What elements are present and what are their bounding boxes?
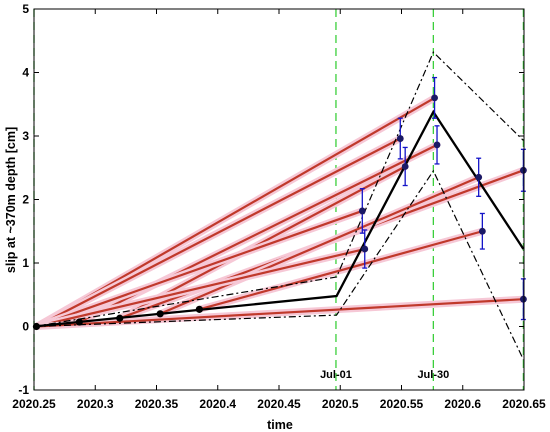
y-tick-label-3: 2 — [22, 193, 29, 207]
observation-point — [475, 173, 483, 181]
x-tick-label-5: 2020.5 — [322, 397, 359, 411]
x-tick-label-6: 2020.55 — [380, 397, 424, 411]
observation-0 — [358, 188, 366, 234]
fit-line-7 — [195, 227, 486, 313]
y-tick-label-1: 0 — [22, 320, 29, 334]
fit-line-stroke — [36, 209, 363, 328]
fit-line-stroke — [199, 230, 483, 311]
fit-line-stroke — [36, 247, 366, 328]
observation-point — [361, 245, 369, 253]
early-point-4 — [195, 305, 203, 313]
data-points — [32, 76, 527, 331]
y-tick-label-0: -1 — [18, 383, 29, 397]
fit-line-stroke — [35, 137, 401, 328]
x-axis-title: time — [267, 418, 293, 432]
observation-7 — [478, 212, 486, 250]
y-axis-title: slip at ~370m depth [cm] — [4, 127, 18, 273]
fit-line-stroke — [36, 298, 524, 328]
fit-line-8 — [32, 245, 369, 330]
early-point-2 — [116, 314, 124, 322]
observation-point — [478, 227, 486, 235]
fit-line-1 — [32, 135, 404, 330]
fit-lines — [32, 94, 527, 330]
y-tick-label-4: 3 — [22, 129, 29, 143]
x-tick-label-8: 2020.65 — [502, 397, 546, 411]
x-tick-label-0: 2020.25 — [12, 397, 56, 411]
observation-2 — [396, 117, 404, 160]
early-point-3 — [156, 310, 164, 318]
upper-bound-line — [33, 51, 524, 328]
observation-point — [431, 94, 438, 102]
observation-8 — [519, 148, 527, 192]
fit-line-6 — [32, 207, 366, 330]
observation-point — [433, 141, 441, 149]
observation-5 — [433, 125, 441, 165]
fit-line-9 — [32, 295, 527, 330]
early-point-1 — [75, 318, 83, 326]
observation-point — [358, 207, 366, 215]
fit-line-5 — [156, 173, 483, 318]
y-tick-label-5: 4 — [22, 66, 29, 80]
observation-1 — [361, 229, 369, 269]
y-tick-label-2: 1 — [22, 256, 29, 270]
axis-ticks: 2020.25 2020.3 2020.35 2020.4 2020.45 2020.5 2… — [12, 2, 546, 411]
x-tick-label-3: 2020.4 — [199, 397, 236, 411]
annotations: Jul-01 Jul-30 — [320, 369, 449, 381]
annotation-0: Jul-01 — [320, 369, 352, 381]
observation-point — [401, 163, 409, 170]
observation-point — [519, 166, 527, 174]
y-tick-label-6: 5 — [22, 2, 29, 16]
observation-9 — [519, 278, 527, 321]
annotation-1: Jul-30 — [417, 369, 449, 381]
x-tick-label-2: 2020.35 — [135, 397, 179, 411]
x-tick-label-1: 2020.3 — [77, 397, 114, 411]
observation-3 — [401, 146, 409, 187]
x-tick-label-4: 2020.45 — [257, 397, 301, 411]
observation-point — [396, 135, 404, 142]
fit-line-stroke — [159, 176, 480, 315]
observation-point — [519, 295, 527, 303]
lower-bound-line — [33, 169, 524, 360]
x-tick-label-7: 2020.6 — [444, 397, 481, 411]
observation-4 — [431, 76, 438, 119]
observation-6 — [475, 157, 483, 197]
